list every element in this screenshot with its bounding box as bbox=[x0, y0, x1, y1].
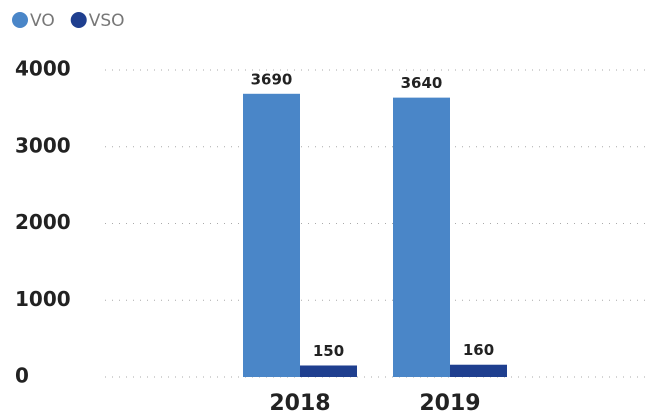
x-tick-label: 2019 bbox=[419, 391, 480, 416]
x-tick-label: 2018 bbox=[269, 391, 330, 416]
y-tick-label: 3000 bbox=[15, 133, 71, 157]
value-label: 3640 bbox=[401, 74, 443, 92]
bar bbox=[300, 365, 357, 377]
y-tick-label: 4000 bbox=[15, 57, 71, 81]
legend-marker bbox=[12, 12, 28, 28]
value-label: 150 bbox=[313, 342, 344, 360]
y-tick-label: 2000 bbox=[15, 210, 71, 234]
bar bbox=[393, 97, 450, 377]
bar bbox=[243, 93, 300, 377]
value-label: 160 bbox=[463, 341, 494, 359]
y-tick-label: 1000 bbox=[15, 287, 71, 311]
legend-marker bbox=[70, 12, 87, 28]
bar bbox=[450, 364, 507, 377]
y-tick-label: 0 bbox=[15, 364, 29, 388]
value-label: 3690 bbox=[251, 70, 293, 88]
legend-label: VSO bbox=[89, 11, 125, 31]
legend-label: VO bbox=[30, 11, 55, 31]
